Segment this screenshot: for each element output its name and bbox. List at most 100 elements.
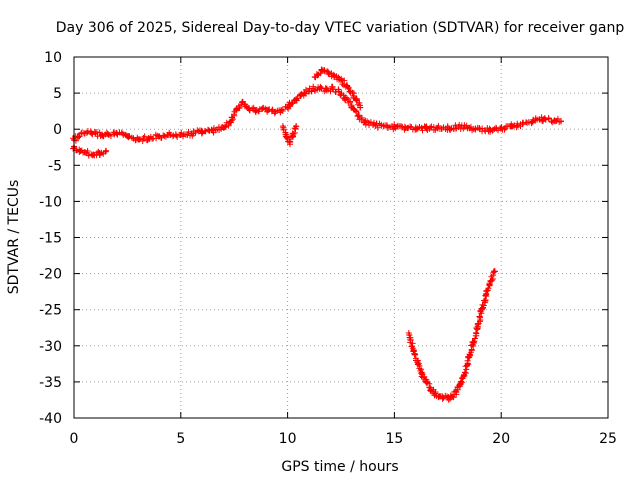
data-point bbox=[338, 77, 344, 84]
data-point bbox=[370, 121, 377, 128]
data-point bbox=[406, 331, 413, 338]
series-band bbox=[70, 83, 564, 144]
data-point bbox=[453, 389, 460, 396]
data-point bbox=[470, 339, 477, 346]
data-point bbox=[444, 124, 451, 131]
data-point bbox=[444, 394, 451, 401]
data-point bbox=[188, 130, 195, 137]
y-axis-title: SDTVAR / TECUs bbox=[6, 180, 22, 295]
data-point bbox=[335, 88, 342, 95]
data-point bbox=[288, 100, 295, 107]
y-tick-label: -35 bbox=[39, 375, 62, 391]
x-tick-label: 5 bbox=[176, 431, 185, 447]
data-point bbox=[436, 393, 443, 400]
y-tick-label: -25 bbox=[39, 303, 62, 319]
data-point bbox=[297, 92, 304, 99]
y-tick-label: -10 bbox=[39, 194, 62, 210]
data-point bbox=[284, 104, 291, 111]
data-point bbox=[487, 277, 494, 284]
x-tick-label: 10 bbox=[279, 431, 297, 447]
data-point bbox=[474, 323, 481, 330]
data-point bbox=[301, 90, 308, 97]
data-point bbox=[310, 85, 317, 92]
data-point bbox=[98, 131, 105, 138]
y-tick-label: -30 bbox=[39, 339, 62, 355]
data-point bbox=[478, 306, 485, 313]
series bbox=[70, 143, 110, 159]
data-point bbox=[75, 133, 82, 140]
data-point bbox=[305, 87, 312, 94]
y-tick-label: 0 bbox=[53, 122, 62, 138]
data-point bbox=[355, 113, 362, 120]
data-point bbox=[402, 124, 409, 131]
series bbox=[70, 83, 565, 144]
data-point bbox=[466, 354, 473, 361]
data-point bbox=[90, 151, 97, 158]
data-point bbox=[258, 105, 265, 112]
series bbox=[279, 123, 300, 148]
data-point bbox=[431, 390, 438, 397]
data-point bbox=[423, 379, 430, 386]
data-point bbox=[220, 124, 227, 131]
series-band bbox=[405, 268, 498, 403]
data-point bbox=[113, 130, 120, 137]
data-point bbox=[286, 139, 293, 146]
data-layer bbox=[70, 66, 565, 403]
data-point bbox=[289, 133, 296, 140]
data-point bbox=[419, 371, 426, 378]
x-axis-title: GPS time / hours bbox=[281, 459, 398, 475]
data-point bbox=[293, 95, 300, 102]
data-point bbox=[476, 126, 483, 133]
data-point bbox=[466, 124, 473, 131]
data-point bbox=[412, 125, 419, 132]
series bbox=[311, 66, 364, 111]
data-point bbox=[156, 133, 163, 140]
data-point bbox=[427, 386, 434, 393]
data-point bbox=[265, 106, 272, 113]
data-point bbox=[312, 74, 319, 81]
data-point bbox=[423, 125, 430, 132]
y-tick-label: -20 bbox=[39, 267, 62, 283]
data-point bbox=[177, 131, 184, 138]
data-point bbox=[239, 98, 246, 105]
data-point bbox=[434, 124, 441, 131]
data-point bbox=[357, 104, 364, 111]
axis-ticks: 0 5 10 15 20 25 -40 -35 -30 -25 -20 -15 -10 -5 0 5 10 bbox=[39, 50, 617, 447]
data-point bbox=[344, 83, 351, 90]
data-point bbox=[278, 107, 285, 114]
data-point bbox=[540, 116, 547, 123]
x-tick-label: 20 bbox=[492, 431, 510, 447]
x-tick-label: 0 bbox=[70, 431, 79, 447]
data-point bbox=[88, 129, 95, 136]
data-point bbox=[455, 124, 462, 131]
data-point bbox=[414, 361, 421, 368]
data-point bbox=[491, 268, 498, 275]
data-point bbox=[391, 124, 398, 131]
data-point bbox=[252, 108, 259, 115]
data-point bbox=[323, 87, 330, 94]
data-point bbox=[226, 118, 233, 125]
data-point bbox=[83, 150, 90, 157]
data-point bbox=[318, 67, 325, 74]
data-point bbox=[167, 131, 174, 138]
data-point bbox=[551, 117, 558, 124]
chart-title: Day 306 of 2025, Sidereal Day-to-day VTE… bbox=[56, 20, 625, 36]
data-point bbox=[293, 123, 300, 130]
data-point bbox=[558, 118, 565, 125]
data-point bbox=[342, 94, 349, 101]
series bbox=[405, 268, 498, 403]
data-point bbox=[361, 118, 368, 125]
data-point bbox=[530, 116, 537, 123]
data-point bbox=[77, 147, 84, 154]
grid bbox=[74, 57, 608, 418]
data-point bbox=[145, 134, 152, 141]
data-point bbox=[283, 133, 290, 140]
data-point bbox=[331, 72, 338, 79]
data-point bbox=[124, 133, 131, 140]
data-point bbox=[380, 123, 387, 130]
data-point bbox=[457, 381, 464, 388]
data-point bbox=[483, 290, 490, 297]
data-point bbox=[81, 130, 88, 137]
